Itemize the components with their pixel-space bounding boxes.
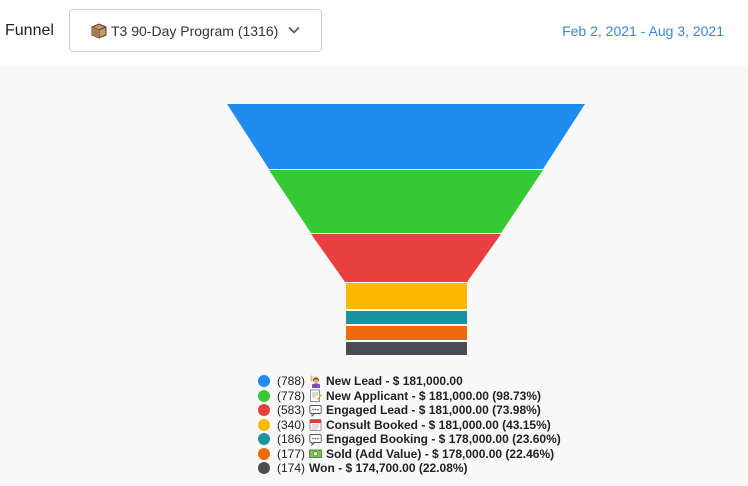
legend-label: Engaged Lead - $ 181,000.00 (73.98%) (326, 403, 541, 418)
legend-count: (340) (277, 417, 306, 432)
date-range-link[interactable]: Feb 2, 2021 - Aug 3, 2021 (562, 23, 724, 39)
top-bar: Funnel T3 90-Day Program (1316) Feb 2, 2… (0, 0, 748, 66)
legend-item-engaged-booking[interactable]: (186) Engaged Booking - $ 178,000.00 (23… (258, 432, 561, 447)
funnel-chart: (788) New Lead - $ 181,000.00 (778) (0, 66, 748, 486)
legend-item-new-lead[interactable]: (788) New Lead - $ 181,000.00 (258, 374, 561, 389)
funnel-stage-new-applicant[interactable] (269, 170, 543, 233)
funnel-stage-engaged-booking[interactable] (346, 311, 467, 324)
legend-dot (258, 389, 270, 402)
legend-count: (583) (277, 403, 306, 418)
legend-item-consult-booked[interactable]: (340) Consult Booked - $ 181,000.00 (43.… (258, 418, 561, 433)
package-icon (91, 22, 107, 39)
pipeline-select-value: T3 90-Day Program (1316) (111, 22, 279, 39)
funnel-chart-svg (227, 104, 585, 355)
legend-label: Consult Booked - $ 181,000.00 (43.15%) (326, 417, 551, 432)
legend-label: Sold (Add Value) - $ 178,000.00 (22.46%) (326, 446, 555, 461)
funnel-stage-consult-booked[interactable] (346, 283, 467, 309)
funnel-stage-engaged-lead[interactable] (311, 234, 501, 282)
legend-dot (258, 404, 270, 417)
speech-bubble-icon (309, 433, 322, 446)
funnel-label: Funnel (5, 22, 54, 39)
pipeline-select[interactable]: T3 90-Day Program (1316) (69, 9, 322, 52)
legend-count: (174) (277, 461, 306, 476)
funnel-legend: (788) New Lead - $ 181,000.00 (778) (258, 374, 561, 476)
dollar-banknote-icon (309, 447, 322, 460)
funnel-stage-new-lead[interactable] (227, 104, 585, 169)
funnel-stage-won[interactable] (346, 342, 467, 355)
memo-icon (309, 389, 323, 403)
legend-dot (258, 447, 270, 460)
legend-count: (778) (277, 388, 306, 403)
legend-count: (186) (277, 432, 306, 447)
legend-label: New Lead - $ 181,000.00 (326, 374, 463, 389)
legend-label: New Applicant - $ 181,000.00 (98.73%) (326, 388, 542, 403)
legend-dot (258, 433, 270, 446)
funnel-stage-sold[interactable] (346, 326, 467, 340)
chevron-down-icon (287, 23, 301, 37)
legend-item-sold[interactable]: (177) Sold (Add Value) - $ 178,000.00 (2… (258, 447, 561, 462)
legend-dot (258, 418, 270, 431)
legend-item-engaged-lead[interactable]: (583) Engaged Lead - $ 181,000.00 (73.98… (258, 403, 561, 418)
person-raising-hand-icon (309, 375, 322, 388)
legend-label: Won - $ 174,700.00 (22.08%) (309, 461, 468, 476)
speech-bubble-icon (309, 404, 322, 417)
legend-dot (258, 375, 270, 388)
legend-count: (788) (277, 374, 306, 389)
legend-item-won[interactable]: (174) Won - $ 174,700.00 (22.08%) (258, 461, 561, 476)
legend-item-new-applicant[interactable]: (778) New Applicant - $ 181,000.00 (98.7… (258, 389, 561, 404)
legend-label: Engaged Booking - $ 178,000.00 (23.60%) (326, 432, 561, 447)
legend-count: (177) (277, 446, 306, 461)
calendar-icon (309, 418, 322, 432)
legend-dot (258, 462, 270, 475)
